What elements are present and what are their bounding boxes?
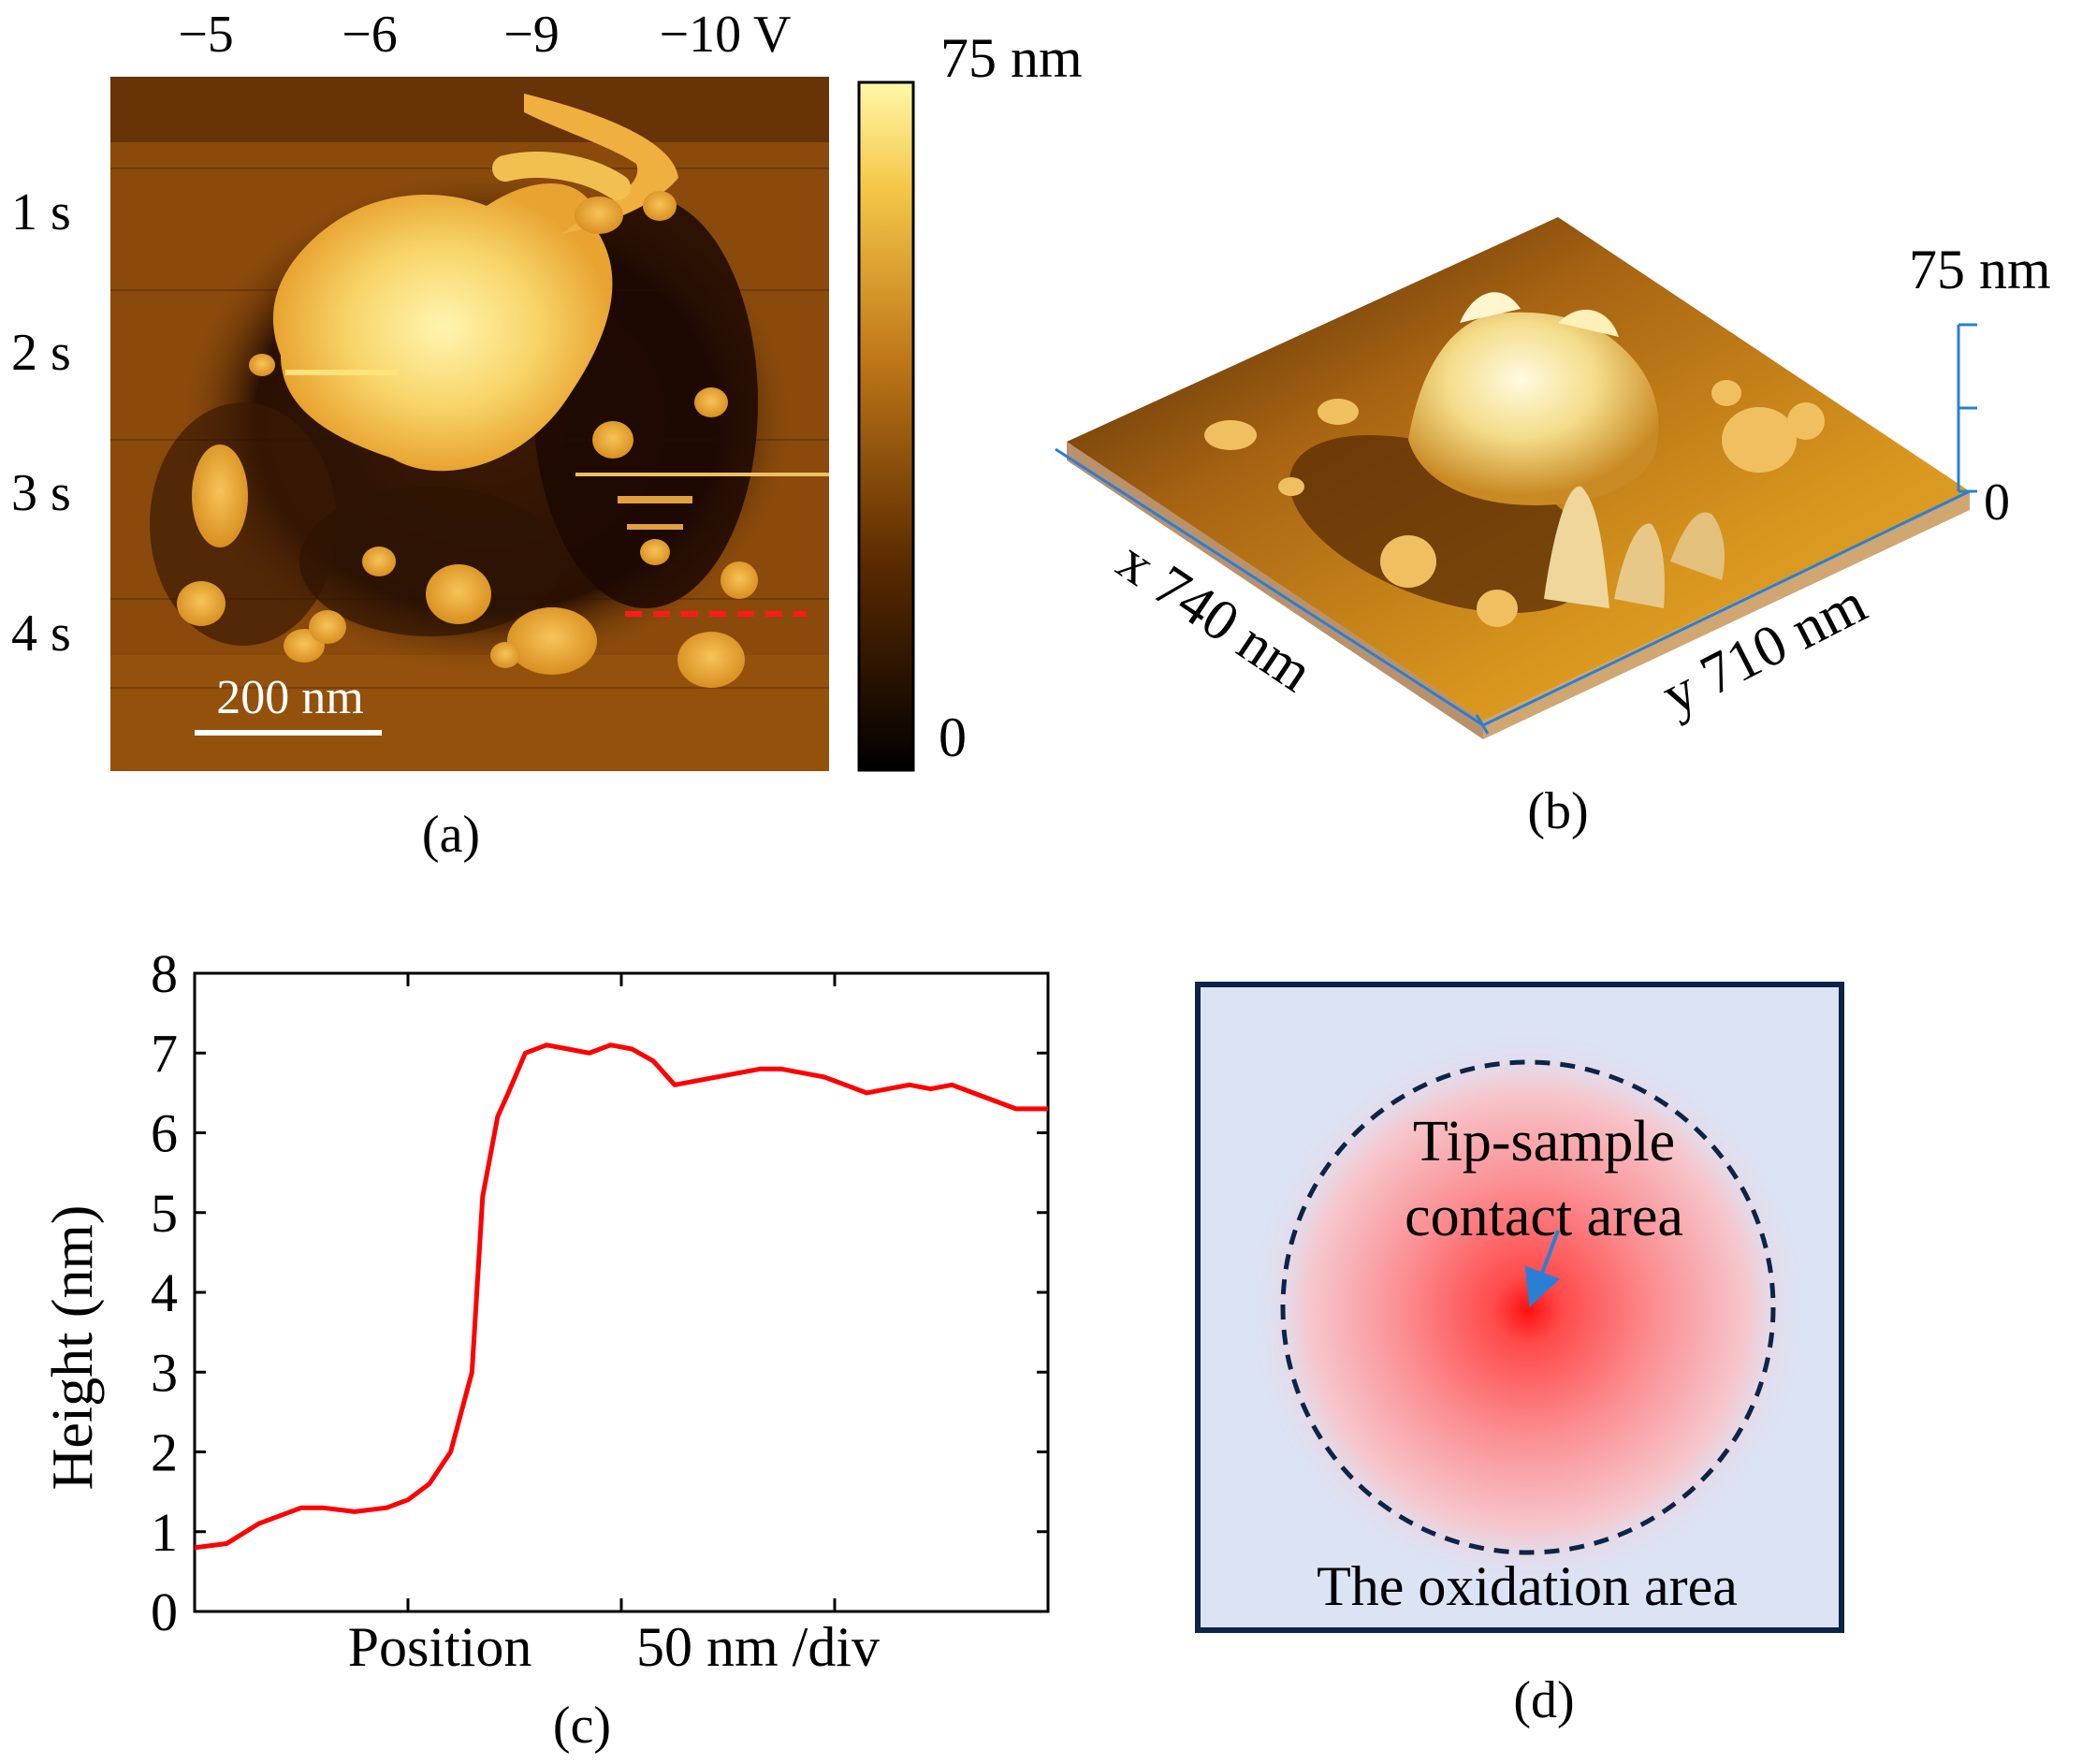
scale-bar-label: 200 nm (216, 671, 363, 724)
heat-gradient (1247, 1029, 1809, 1591)
y-tick-label: 7 (151, 1023, 178, 1084)
caption-a: (a) (422, 806, 480, 864)
chart-xlabel-left: Position (348, 1616, 532, 1678)
caption-c: (c) (553, 1697, 611, 1755)
chart-xlabel-right: 50 nm /div (636, 1616, 880, 1678)
contact-label-line1: Tip-sample (1413, 1110, 1675, 1174)
voltage-label: −9 (503, 6, 560, 64)
colorbar (857, 80, 915, 772)
y-axis-3d (1482, 489, 1971, 727)
y-tick-label: 5 (151, 1183, 178, 1244)
panel-a: −5 −6 −9 −10 V 1 s 2 s 3 s 4 s (11, 6, 1083, 864)
y-tick-label: 1 (151, 1502, 178, 1563)
x-axis-3d (1055, 447, 1484, 727)
time-label: 3 s (11, 464, 71, 522)
panel-d: Tip-sample contact area The oxidation ar… (1195, 982, 1844, 1729)
afm-image: 200 nm (110, 77, 829, 771)
y-tick-label: 3 (151, 1342, 178, 1403)
chart-ylabel: Height (nm) (41, 1205, 105, 1491)
colorbar-max-label: 75 nm (940, 27, 1083, 89)
y-tick-label: 8 (151, 943, 178, 1004)
z-min-label: 0 (1984, 474, 2010, 532)
voltage-label: −10 V (659, 6, 791, 64)
oxidation-label: The oxidation area (1317, 1555, 1738, 1617)
voltage-label: −6 (342, 6, 398, 64)
caption-b: (b) (1527, 782, 1588, 840)
colorbar-min-label: 0 (939, 707, 967, 768)
time-label: 2 s (11, 324, 71, 382)
z-max-label: 75 nm (1909, 239, 2051, 300)
panel-c: 0 1 2 3 4 5 6 7 8 Height (nm) Position 50 nm /di… (41, 943, 1050, 1755)
contact-arrow (1524, 1230, 1561, 1307)
y-tick-label: 4 (151, 1262, 178, 1323)
voltage-label: −5 (178, 6, 234, 64)
panel-b: 75 nm 0 x 740 nm y 710 nm (b) (1055, 217, 2051, 840)
series-line-profile (194, 1042, 1048, 1551)
oxidation-boundary (1280, 1059, 1776, 1555)
y-tick-label: 2 (151, 1422, 178, 1483)
caption-d: (d) (1513, 1671, 1574, 1729)
chart-frame (193, 971, 1050, 1613)
time-label: 4 s (11, 605, 71, 663)
y-tick-label: 6 (151, 1103, 178, 1164)
time-label: 1 s (11, 183, 71, 241)
y-tick-label: 0 (151, 1582, 178, 1642)
contact-label-line2: contact area (1405, 1185, 1683, 1248)
height-profile-chart: 0 1 2 3 4 5 6 7 8 (151, 943, 1050, 1642)
